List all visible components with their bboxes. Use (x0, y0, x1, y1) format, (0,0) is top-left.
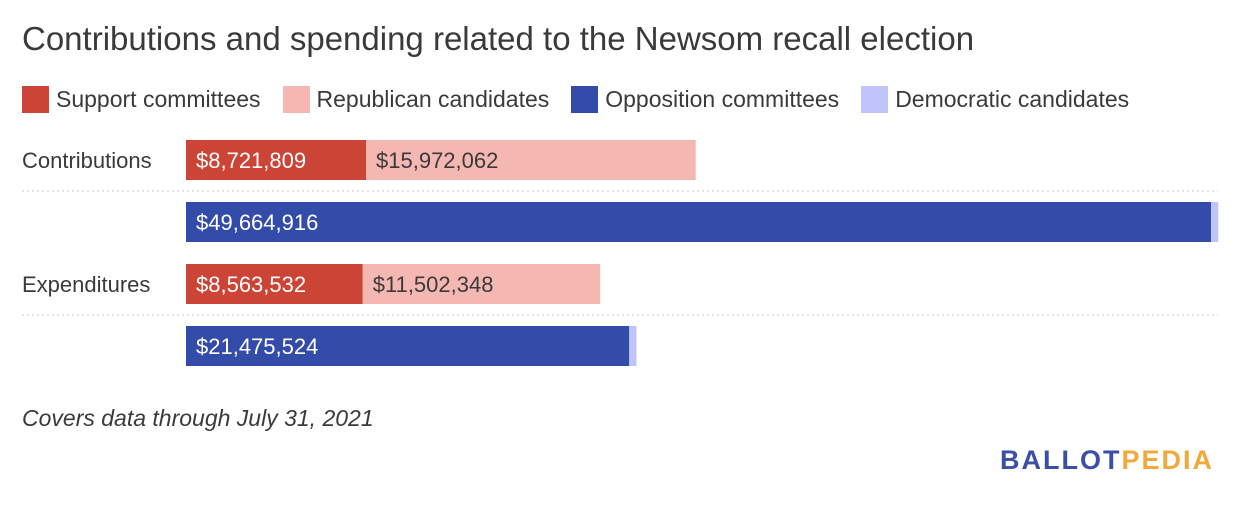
legend-item-opposition: Opposition committees (571, 86, 839, 113)
legend-swatch-democratic (861, 86, 889, 113)
bar-chart: Contributions $8,721,809 $15,972,062 $49,66… (22, 140, 1219, 366)
legend-label-republican: Republican candidates (316, 86, 550, 112)
bar-segment (186, 140, 367, 180)
logo-part-pedia: PEDIA (1121, 445, 1214, 475)
legend-item-support: Support committees (22, 86, 261, 113)
data-note: Covers data through July 31, 2021 (22, 405, 374, 431)
legend-item-democratic: Democratic candidates (861, 86, 1129, 113)
legend: Support committees Republican candidates… (22, 86, 1151, 113)
category-label: Expenditures (22, 272, 150, 297)
legend-label-democratic: Democratic candidates (895, 86, 1130, 112)
legend-swatch-republican (282, 86, 310, 113)
bar-segment (1211, 202, 1219, 242)
bar-value-label: $8,721,809 (196, 148, 306, 173)
bar-segment (186, 202, 1212, 242)
legend-swatch-opposition (571, 86, 599, 113)
bar-value-label: $15,972,062 (376, 148, 498, 173)
ballotpedia-logo: BALLOTPEDIA (1000, 445, 1214, 476)
chart-title: Contributions and spending related to th… (22, 20, 975, 57)
logo-part-ballot: BALLOT (999, 445, 1122, 475)
bar-segment (629, 326, 637, 366)
bar-value-label: $11,502,348 (373, 272, 494, 297)
bar-segment (186, 264, 363, 304)
bar-segment (186, 326, 630, 366)
legend-label-opposition: Opposition committees (605, 86, 840, 112)
category-label: Contributions (22, 148, 152, 173)
legend-label-support: Support committees (56, 86, 261, 112)
legend-swatch-support (22, 86, 49, 113)
bar-value-label: $49,664,916 (196, 210, 318, 235)
bar-segment (366, 140, 696, 180)
bar-value-label: $21,475,524 (196, 334, 318, 359)
bar-value-label: $8,563,532 (196, 272, 306, 297)
legend-item-republican: Republican candidates (282, 86, 550, 113)
bar-segment (362, 264, 601, 304)
